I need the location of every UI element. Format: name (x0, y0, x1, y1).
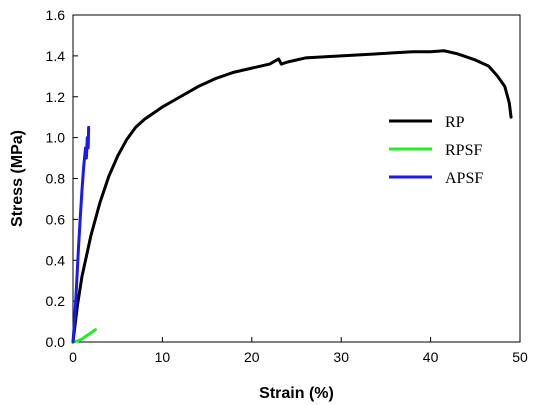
x-tick-label: 30 (333, 349, 349, 365)
x-tick-label: 20 (244, 349, 260, 365)
y-tick-label: 0.2 (46, 293, 66, 309)
legend-label-apsf: APSF (445, 170, 483, 187)
y-tick-label: 1.2 (46, 89, 66, 105)
y-tick-label: 0.8 (46, 171, 66, 187)
legend-label-rp: RP (445, 114, 465, 131)
y-tick-label: 1.4 (46, 48, 66, 64)
x-axis-title: Strain (%) (259, 385, 334, 402)
y-tick-label: 0.0 (46, 334, 66, 350)
x-tick-label: 0 (69, 349, 77, 365)
x-tick-label: 40 (423, 349, 439, 365)
legend-label-rpsf: RPSF (445, 142, 482, 159)
series-line-rp (71, 49, 513, 344)
y-tick-label: 1.0 (46, 130, 66, 146)
x-tick-label: 50 (512, 349, 528, 365)
y-axis-title: Stress (MPa) (9, 130, 26, 227)
series-line-rpsf (71, 328, 97, 344)
y-tick-label: 0.6 (46, 211, 66, 227)
series-line-apsf (71, 125, 91, 344)
series-layer (71, 49, 513, 344)
y-tick-label: 1.6 (46, 7, 66, 23)
legend: RP RPSF APSF (389, 114, 483, 187)
y-tick-label: 0.4 (46, 252, 66, 268)
axes: 0.0 0.2 0.4 0.6 0.8 1.0 1.2 1.4 1.6 0 10 20 30 40 50 (46, 7, 528, 365)
x-tick-label: 10 (155, 349, 171, 365)
